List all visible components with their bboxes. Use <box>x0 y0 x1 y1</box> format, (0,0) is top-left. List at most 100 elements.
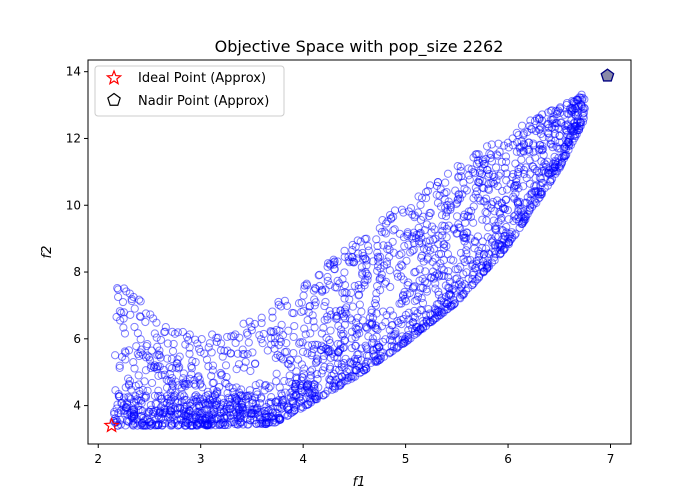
population-point <box>223 346 232 355</box>
population-point <box>437 294 446 303</box>
population-point <box>530 116 540 126</box>
population-point <box>336 344 345 353</box>
population-point <box>556 144 565 153</box>
x-tick-label: 7 <box>607 452 615 466</box>
population-point <box>372 281 382 291</box>
population-point <box>306 329 315 338</box>
population-point <box>221 361 231 370</box>
population-point <box>455 293 464 302</box>
population-point <box>145 356 155 365</box>
population-point <box>297 298 306 307</box>
population-point <box>492 150 501 159</box>
population-point <box>564 138 574 147</box>
population-point <box>540 183 549 193</box>
population-point <box>446 255 456 264</box>
population-point <box>222 372 231 382</box>
population-point <box>148 409 157 419</box>
population-point <box>442 187 451 197</box>
population-point <box>492 224 501 233</box>
population-point <box>453 265 462 274</box>
population-point <box>463 241 472 250</box>
population-point <box>155 362 164 371</box>
population-point <box>520 141 529 150</box>
population-point <box>398 296 407 305</box>
population-point <box>185 330 194 339</box>
population-point <box>525 156 534 165</box>
population-point <box>331 314 341 323</box>
population-point <box>247 406 257 415</box>
population-point <box>201 420 210 430</box>
population-point <box>570 108 580 117</box>
population-point <box>163 354 172 363</box>
population-point <box>418 298 428 308</box>
population-point <box>388 311 398 320</box>
population-point <box>374 257 383 266</box>
population-point <box>463 212 472 221</box>
population-point <box>522 174 531 183</box>
population-point <box>282 339 291 348</box>
population-point <box>283 359 292 368</box>
population-point <box>268 307 277 316</box>
population-point <box>334 347 343 356</box>
population-point <box>142 421 152 430</box>
population-point <box>456 262 465 271</box>
population-point <box>184 335 193 345</box>
population-point <box>291 379 301 388</box>
population-point <box>330 384 339 393</box>
population-point <box>397 319 406 329</box>
population-point <box>362 256 371 265</box>
population-point <box>495 208 504 217</box>
legend-frame <box>94 65 285 117</box>
plot-area <box>103 68 615 433</box>
population-point <box>471 190 480 199</box>
population-point <box>130 304 139 313</box>
population-point <box>535 173 544 182</box>
population-point <box>245 317 254 326</box>
population-point <box>422 220 431 229</box>
population-point <box>292 374 302 383</box>
population-point <box>462 246 471 255</box>
population-point <box>312 357 321 366</box>
population-point <box>476 196 485 205</box>
population-point <box>381 277 391 286</box>
population-point <box>468 260 477 269</box>
population-point <box>396 272 406 281</box>
population-point <box>295 381 305 390</box>
x-tick-label: 6 <box>504 452 512 466</box>
population-point <box>379 261 389 270</box>
population-point <box>296 396 306 405</box>
population-point <box>496 169 505 178</box>
population-point <box>195 401 204 411</box>
population-point <box>136 348 145 357</box>
population-point <box>395 229 404 238</box>
population-point <box>133 329 142 338</box>
population-point <box>320 301 329 311</box>
population-point <box>151 399 160 408</box>
population-point <box>274 297 283 307</box>
legend-label-nadir-point: Nadir Point (Approx) <box>138 94 269 109</box>
population-point <box>356 237 365 246</box>
population-point <box>306 394 315 403</box>
population-point <box>453 195 462 205</box>
population-point <box>204 343 213 352</box>
population-point <box>342 288 351 298</box>
population-point <box>536 174 546 183</box>
population-point <box>514 204 523 213</box>
population-point <box>243 408 252 417</box>
y-tick-label: 14 <box>66 65 81 79</box>
legend-marker-nadir-point <box>107 92 121 106</box>
population-point <box>217 370 226 379</box>
population-point <box>325 306 334 316</box>
population-point <box>488 236 497 245</box>
population-point <box>367 308 376 317</box>
population-point <box>471 150 480 159</box>
population-point <box>270 418 280 427</box>
population-point <box>284 402 293 411</box>
population-point <box>296 383 305 393</box>
population-point <box>173 328 182 337</box>
population-point <box>239 319 248 328</box>
population-point <box>193 339 202 348</box>
population-point <box>329 379 339 388</box>
population-point <box>387 331 396 340</box>
